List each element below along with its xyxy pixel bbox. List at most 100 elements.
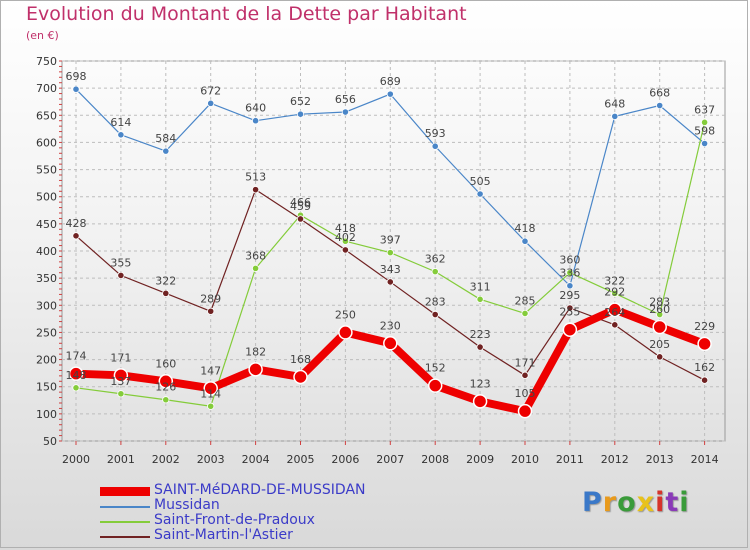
- data-label: 171: [110, 351, 131, 364]
- series-point: [293, 369, 308, 385]
- series-point: [252, 117, 260, 125]
- data-label: 205: [649, 338, 670, 351]
- data-label: 126: [155, 381, 176, 394]
- data-label: 114: [200, 387, 221, 400]
- series-point: [296, 110, 305, 118]
- data-label: 264: [604, 306, 625, 319]
- series-point: [611, 321, 619, 329]
- series-point: [72, 384, 80, 392]
- series-point: [383, 336, 398, 351]
- data-label: 428: [66, 217, 87, 230]
- chart-subtitle: (en €): [26, 29, 59, 42]
- data-label: 637: [694, 103, 715, 116]
- series-point: [427, 378, 443, 393]
- series-point: [476, 190, 484, 198]
- data-label: 418: [515, 222, 536, 235]
- proxiti-logo: Proxiti: [582, 487, 690, 518]
- data-label: 174: [66, 350, 87, 363]
- series-point: [296, 215, 305, 223]
- data-label: 230: [380, 319, 401, 332]
- data-label: 168: [290, 353, 311, 366]
- x-tick-label: 2000: [62, 453, 90, 466]
- x-tick-label: 2005: [287, 453, 315, 466]
- series-point: [117, 271, 125, 280]
- series-point: [700, 139, 709, 148]
- logo-letter: i: [655, 487, 666, 518]
- legend-swatch: [100, 505, 150, 508]
- series-point: [252, 186, 260, 194]
- data-label: 466: [290, 196, 311, 209]
- x-tick-label: 2006: [331, 453, 359, 466]
- series-point: [162, 289, 170, 297]
- data-label: 402: [335, 231, 356, 244]
- series-point: [162, 147, 170, 155]
- x-tick-label: 2007: [376, 453, 404, 466]
- y-tick-label: 500: [36, 191, 57, 204]
- series-point: [656, 310, 664, 319]
- data-label: 285: [515, 294, 536, 307]
- data-label: 362: [425, 253, 446, 266]
- data-label: 152: [425, 362, 446, 375]
- data-label: 223: [470, 328, 491, 341]
- data-label: 311: [470, 280, 491, 293]
- y-tick-label: 100: [36, 408, 57, 421]
- x-tick-label: 2014: [691, 453, 719, 466]
- series-point: [652, 319, 667, 335]
- series-point: [386, 278, 394, 286]
- series-point: [341, 237, 349, 245]
- data-label: 148: [66, 369, 87, 382]
- series-point: [521, 237, 529, 245]
- data-label: 105: [515, 387, 536, 400]
- x-axis: 2000 2001 2002 2003 2004 2005 2006 2007 2008 2009…: [62, 441, 719, 466]
- x-tick-label: 2013: [646, 453, 674, 466]
- data-label: 322: [155, 274, 176, 287]
- data-label: 652: [290, 95, 311, 108]
- data-label: 355: [110, 256, 131, 269]
- data-label: 160: [155, 357, 176, 370]
- series-point: [517, 403, 533, 419]
- data-label: 147: [200, 364, 221, 377]
- series-group: [68, 85, 712, 419]
- x-tick-label: 2012: [601, 453, 629, 466]
- y-tick-label: 150: [36, 381, 57, 394]
- data-label: 292: [604, 286, 625, 299]
- logo-letter: i: [679, 487, 690, 518]
- series-point: [656, 101, 664, 110]
- series-point: [113, 368, 129, 383]
- series-point: [386, 90, 394, 98]
- series-point: [248, 362, 263, 377]
- series-point: [207, 402, 215, 410]
- legend-label: SAINT-MéDARD-DE-MUSSIDAN: [154, 482, 366, 498]
- data-label: 640: [245, 102, 266, 115]
- y-tick-label: 450: [36, 218, 57, 231]
- series-point: [158, 374, 174, 389]
- data-label: 171: [515, 356, 536, 369]
- data-label: 698: [66, 70, 87, 83]
- y-tick-label: 600: [36, 136, 57, 149]
- data-label: 250: [335, 308, 356, 321]
- series-point: [697, 336, 712, 352]
- series-point: [252, 264, 260, 272]
- series-point: [431, 268, 439, 276]
- series-point: [203, 381, 218, 396]
- data-labels: 698 614 584 672 640 652 656 689 593 505 418 336 648 6…: [66, 70, 716, 400]
- logo-letter: o: [617, 487, 637, 518]
- series-point: [472, 394, 488, 409]
- data-label: 593: [425, 127, 446, 140]
- y-tick-label: 350: [36, 272, 57, 285]
- series-point: [566, 269, 574, 277]
- y-axis: 50 100 150 200 250 300 350 400 450 500 550 600 650 70…: [36, 55, 62, 448]
- x-tick-label: 2009: [466, 453, 494, 466]
- logo-letter: t: [665, 487, 680, 518]
- y-tick-label: 400: [36, 245, 57, 258]
- series-point: [607, 302, 623, 317]
- series-point: [566, 282, 574, 290]
- x-tick-label: 2002: [152, 453, 180, 466]
- y-tick-label: 200: [36, 354, 57, 367]
- legend-swatch: [100, 487, 150, 496]
- data-label: 668: [649, 87, 670, 100]
- series-point: [611, 289, 619, 297]
- series-point: [338, 325, 353, 340]
- series-point: [72, 232, 80, 240]
